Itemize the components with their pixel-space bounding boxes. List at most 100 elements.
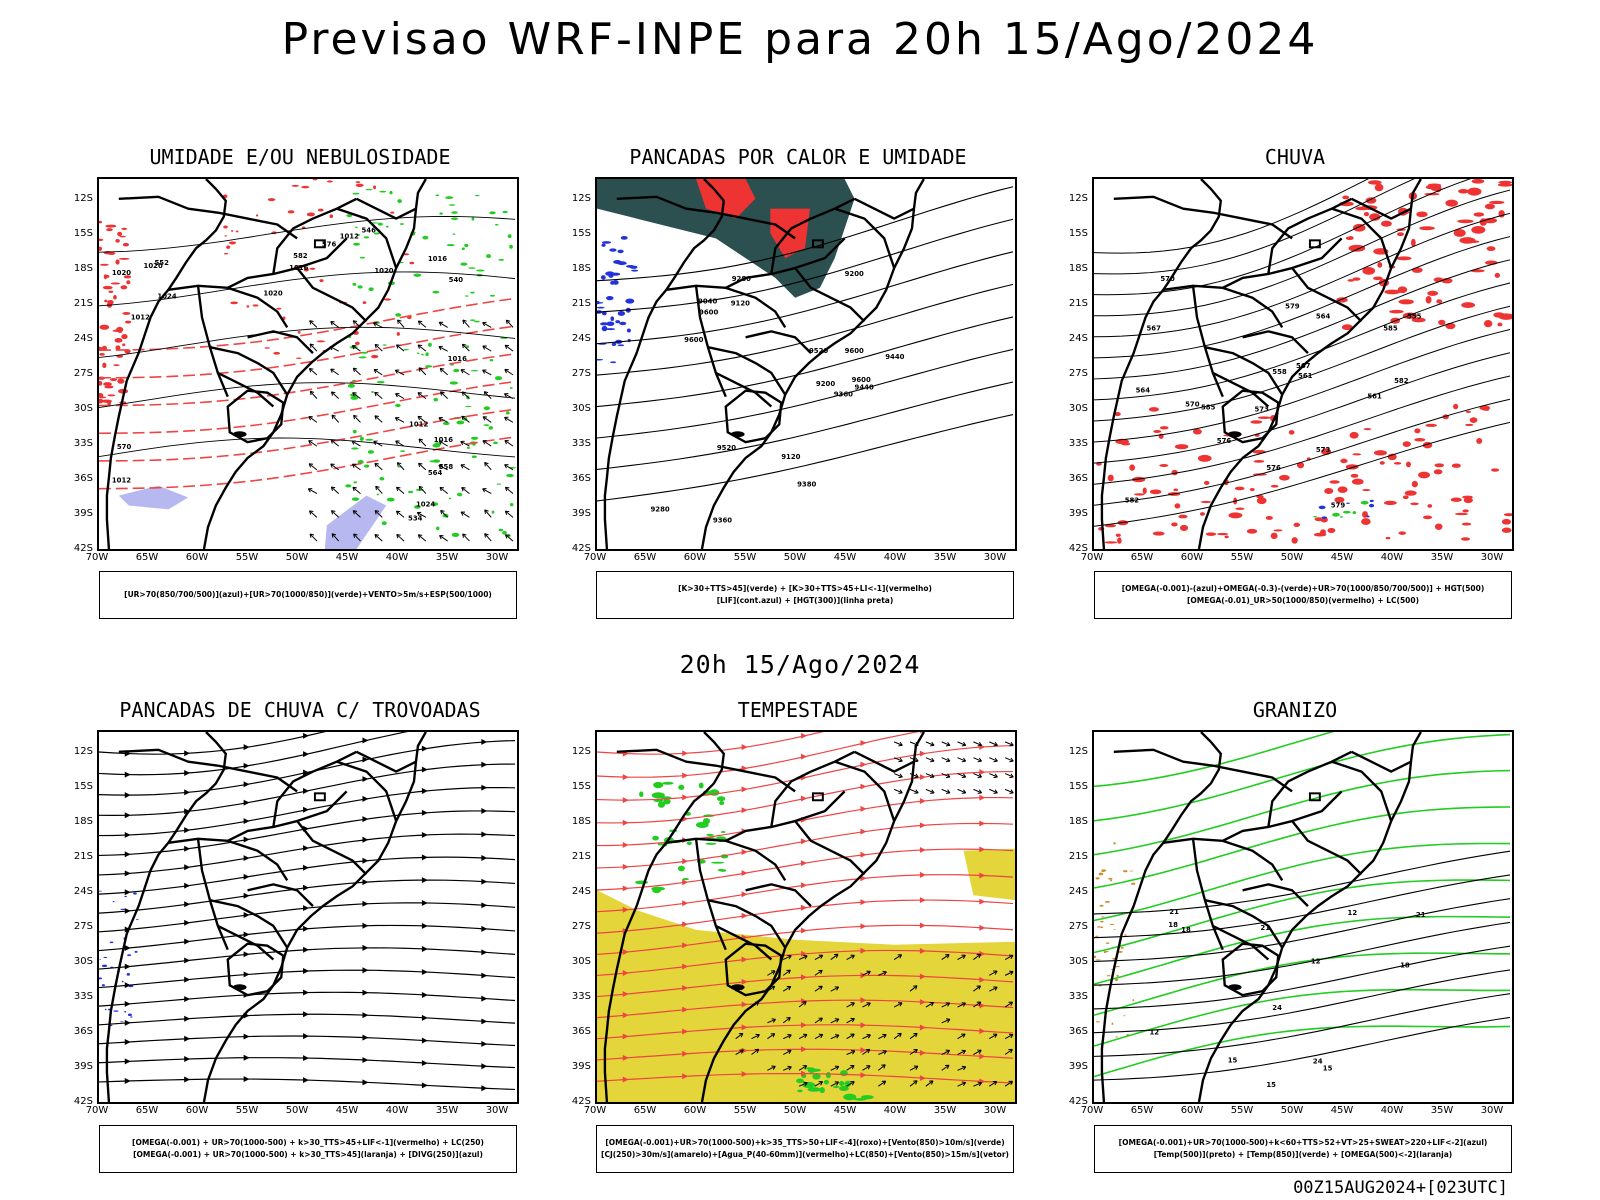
lon-tick-label: 65W: [1130, 1105, 1154, 1116]
lon-tick-label: 40W: [385, 552, 409, 563]
lat-tick-label: 12S: [73, 746, 93, 757]
forecast-time-label: 20h 15/Ago/2024: [679, 650, 921, 679]
lon-tick-label: 60W: [1180, 552, 1204, 563]
legend-line: [OMEGA(-0.001)-(azul)+OMEGA(-0.3)-(verde…: [1121, 584, 1485, 593]
lat-tick-label: 18S: [571, 816, 591, 827]
lat-tick-label: 27S: [1068, 921, 1088, 932]
contour-label: 576: [322, 240, 337, 248]
lat-tick-label: 42S: [1068, 1096, 1088, 1107]
lat-tick-label: 24S: [1068, 333, 1088, 344]
lon-tick-label: 50W: [285, 1105, 309, 1116]
lon-tick-label: 45W: [335, 1105, 359, 1116]
lat-tick-label: 27S: [73, 921, 93, 932]
lat-tick-label: 12S: [571, 193, 591, 204]
lon-tick-label: 50W: [1280, 552, 1304, 563]
lat-tick-label: 30S: [571, 956, 591, 967]
legend-line: [LIF](cont.azul) + [HGT(300)](linha pret…: [716, 596, 894, 605]
lon-tick-label: 30W: [485, 552, 509, 563]
lon-tick-label: 30W: [485, 1105, 509, 1116]
contour-label: 576: [1266, 464, 1281, 472]
lat-tick-label: 24S: [571, 886, 591, 897]
contour-label: 9380: [797, 481, 816, 489]
legend-line: [OMEGA(-0.001)+UR>70(1000-500)+k<60+TTS>…: [1118, 1138, 1488, 1147]
contour-label: 570: [117, 443, 132, 451]
panel-title-pancadas-calor: PANCADAS POR CALOR E UMIDADE: [629, 145, 967, 169]
legend-line: [OMEGA(-0.01)_UR>50(1000/850)(vermelho) …: [1186, 596, 1420, 605]
lat-tick-label: 36S: [1068, 1026, 1088, 1037]
contour-label: 9120: [781, 453, 800, 461]
legend-trovoadas: [OMEGA(-0.001) + UR>70(1000-500) + k>30_…: [99, 1125, 517, 1173]
lat-tick-label: 30S: [571, 403, 591, 414]
contour-label: 558: [1272, 368, 1287, 376]
lon-tick-label: 70W: [85, 1105, 109, 1116]
lon-tick-label: 70W: [583, 552, 607, 563]
contour-label: 1024: [416, 500, 435, 508]
lat-tick-label: 36S: [1068, 473, 1088, 484]
lat-tick-label: 33S: [1068, 991, 1088, 1002]
contour-label: 552: [154, 259, 169, 267]
legend-chuva: [OMEGA(-0.001)-(azul)+OMEGA(-0.3)-(verde…: [1094, 571, 1512, 619]
panel-title-chuva: CHUVA: [1264, 145, 1326, 169]
contour-label: 582: [293, 252, 308, 260]
contour-label: 21: [1260, 924, 1270, 932]
map-trovoadas: [97, 730, 519, 1104]
contour-label: 564: [428, 469, 443, 477]
lat-tick-label: 21S: [73, 851, 93, 862]
contour-label: 1016: [428, 255, 447, 263]
contour-label: 9360: [834, 391, 853, 399]
contour-label: 1016: [448, 355, 467, 363]
lat-tick-label: 39S: [571, 508, 591, 519]
lat-tick-label: 33S: [571, 438, 591, 449]
contour-label: 9520: [717, 444, 736, 452]
contour-label: 9600: [684, 336, 703, 344]
legend-granizo: [OMEGA(-0.001)+UR>70(1000-500)+k<60+TTS>…: [1094, 1125, 1512, 1173]
lat-tick-label: 39S: [571, 1061, 591, 1072]
contour-label: 1012: [340, 232, 359, 240]
contour-label: 567: [1146, 324, 1161, 332]
lon-tick-label: 40W: [883, 552, 907, 563]
lat-tick-label: 30S: [1068, 956, 1088, 967]
lat-tick-label: 12S: [571, 746, 591, 757]
lat-tick-label: 27S: [571, 921, 591, 932]
lon-tick-label: 45W: [833, 552, 857, 563]
map-canvas: 585 582 579 576 573 570 567 564 561 558 555 585 582 5…: [1094, 179, 1512, 549]
lat-tick-label: 21S: [571, 851, 591, 862]
panel-title-tempestade: TEMPESTADE: [737, 698, 859, 722]
lon-tick-label: 45W: [1330, 552, 1354, 563]
lon-tick-label: 65W: [135, 552, 159, 563]
contour-label: 15: [1323, 1064, 1333, 1072]
legend-line: [OMEGA(-0.001) + UR>70(1000-500) + k>30_…: [132, 1138, 484, 1147]
map-chuva: 585 582 579 576 573 570 567 564 561 558 555 585 582 5…: [1092, 177, 1514, 551]
contour-label: 15: [1228, 1056, 1238, 1064]
contour-label: 1020: [263, 290, 282, 298]
lon-tick-label: 55W: [733, 552, 757, 563]
contour-label: 21: [1169, 908, 1179, 916]
lat-tick-label: 33S: [73, 438, 93, 449]
contour-label: 546: [361, 226, 376, 234]
contour-label: 24: [1272, 1004, 1282, 1012]
lon-tick-label: 55W: [1230, 1105, 1254, 1116]
contour-label: 9520: [809, 347, 828, 355]
lon-tick-label: 35W: [1430, 1105, 1454, 1116]
map-canvas: [99, 732, 516, 1102]
panel-title-umidade: UMIDADE E/OU NEBULOSIDADE: [149, 145, 451, 169]
contour-label: 564: [1136, 387, 1151, 395]
lon-tick-label: 50W: [285, 552, 309, 563]
lon-tick-label: 65W: [1130, 552, 1154, 563]
lon-tick-label: 35W: [933, 552, 957, 563]
lat-tick-label: 15S: [1068, 781, 1088, 792]
lat-tick-label: 30S: [73, 403, 93, 414]
lon-tick-label: 40W: [385, 1105, 409, 1116]
lat-tick-label: 30S: [1068, 403, 1088, 414]
lon-tick-label: 35W: [933, 1105, 957, 1116]
legend-line: [OMEGA(-0.001)+UR>70(1000-500)+k>35_TTS>…: [605, 1138, 1005, 1147]
contour-label: 1020: [112, 269, 131, 277]
lon-tick-label: 30W: [983, 1105, 1007, 1116]
lat-tick-label: 12S: [73, 193, 93, 204]
map-granizo: 12 12 15 15 18 18 18 21 21 21 24 24 12 15: [1092, 730, 1514, 1104]
contour-label: 570: [1185, 401, 1200, 409]
lon-tick-label: 60W: [1180, 1105, 1204, 1116]
run-timestamp: 00Z15AUG2024+[023UTC]: [1293, 1178, 1508, 1198]
lat-tick-label: 15S: [571, 781, 591, 792]
lat-tick-label: 39S: [1068, 1061, 1088, 1072]
